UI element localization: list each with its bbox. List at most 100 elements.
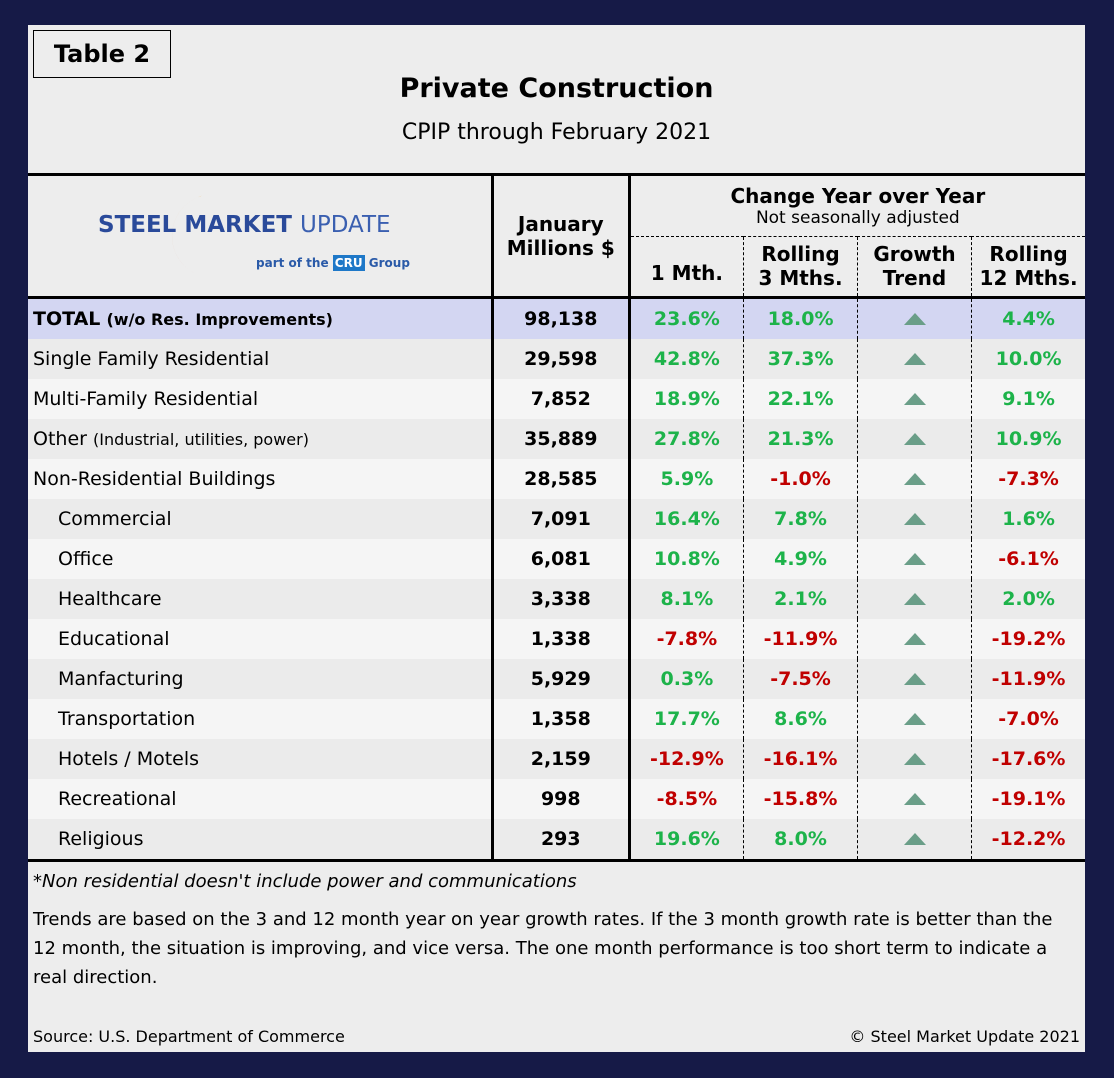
trend-cell bbox=[856, 739, 972, 779]
trend-cell bbox=[856, 539, 972, 579]
row-label: Healthcare bbox=[28, 579, 493, 619]
trend-cell bbox=[856, 819, 972, 861]
header-text: 1 Mth. bbox=[650, 261, 723, 286]
table-row: Non-Residential Buildings 28,585 5.9% -1.0%… bbox=[28, 459, 1085, 499]
logo-tagline: part of the bbox=[256, 256, 329, 270]
value-3mth: 22.1% bbox=[743, 379, 858, 419]
header-text: 3 Mths. bbox=[758, 266, 843, 291]
trend-cell bbox=[856, 339, 972, 379]
value-12mth: 9.1% bbox=[971, 379, 1085, 419]
jan-value: 35,889 bbox=[490, 419, 631, 459]
header-text: Growth bbox=[873, 242, 956, 267]
value-12mth: 10.0% bbox=[971, 339, 1085, 379]
trend-up-icon bbox=[903, 553, 926, 565]
table-row: Other (Industrial, utilities, power) 35,8… bbox=[28, 419, 1085, 459]
value-3mth: -15.8% bbox=[743, 779, 858, 819]
trend-cell bbox=[856, 619, 972, 659]
value-1mth: 23.6% bbox=[629, 297, 744, 339]
value-1mth: 17.7% bbox=[629, 699, 744, 739]
footnote: *Non residential doesn't include power a… bbox=[33, 871, 577, 892]
trend-up-icon bbox=[903, 513, 926, 525]
table-row: Recreational 998 -8.5% -15.8% -19.1% bbox=[28, 779, 1085, 819]
row-label-text: Transportation bbox=[58, 708, 196, 730]
logo-text: UPDATE bbox=[300, 212, 391, 238]
jan-value: 7,091 bbox=[490, 499, 631, 539]
value-3mth: -1.0% bbox=[743, 459, 858, 499]
col-12mth: Rolling 12 Mths. bbox=[971, 236, 1085, 299]
row-label-text: Office bbox=[58, 548, 114, 570]
value-12mth: -6.1% bbox=[971, 539, 1085, 579]
trend-cell bbox=[856, 419, 972, 459]
trend-up-icon bbox=[903, 753, 926, 765]
trend-up-icon bbox=[903, 473, 926, 485]
copyright-text: © Steel Market Update 2021 bbox=[849, 1027, 1080, 1046]
trend-cell bbox=[856, 779, 972, 819]
value-1mth: 18.9% bbox=[629, 379, 744, 419]
value-12mth: -11.9% bbox=[971, 659, 1085, 699]
trend-up-icon bbox=[903, 313, 926, 325]
value-3mth: -16.1% bbox=[743, 739, 858, 779]
value-1mth: 0.3% bbox=[629, 659, 744, 699]
header-subtext: Not seasonally adjusted bbox=[755, 207, 960, 228]
page-title: Private Construction bbox=[399, 73, 714, 104]
jan-value: 3,338 bbox=[490, 579, 631, 619]
source-text: Source: U.S. Department of Commerce bbox=[33, 1027, 345, 1046]
trend-up-icon bbox=[903, 433, 926, 445]
jan-value: 998 bbox=[490, 779, 631, 819]
trend-cell bbox=[856, 659, 972, 699]
row-label: Hotels / Motels bbox=[28, 739, 493, 779]
value-3mth: 37.3% bbox=[743, 339, 858, 379]
jan-value: 1,358 bbox=[490, 699, 631, 739]
value-12mth: -19.1% bbox=[971, 779, 1085, 819]
value-1mth: 27.8% bbox=[629, 419, 744, 459]
header-text: January bbox=[517, 212, 604, 236]
value-1mth: 19.6% bbox=[629, 819, 744, 861]
header-text: Rolling bbox=[761, 242, 840, 267]
value-12mth: 10.9% bbox=[971, 419, 1085, 459]
value-3mth: -7.5% bbox=[743, 659, 858, 699]
table-row: Healthcare 3,338 8.1% 2.1% 2.0% bbox=[28, 579, 1085, 619]
trend-up-icon bbox=[903, 833, 926, 845]
trend-cell bbox=[856, 499, 972, 539]
col-trend: Growth Trend bbox=[856, 236, 972, 299]
trend-cell bbox=[856, 699, 972, 739]
explanation-text: Trends are based on the 3 and 12 month y… bbox=[33, 909, 1053, 988]
value-3mth: 21.3% bbox=[743, 419, 858, 459]
table-row: Educational 1,338 -7.8% -11.9% -19.2% bbox=[28, 619, 1085, 659]
table-row: Office 6,081 10.8% 4.9% -6.1% bbox=[28, 539, 1085, 579]
row-label: Religious bbox=[28, 819, 493, 861]
jan-value: 2,159 bbox=[490, 739, 631, 779]
trend-up-icon bbox=[903, 673, 926, 685]
value-12mth: -19.2% bbox=[971, 619, 1085, 659]
logo-mark: CRU bbox=[332, 255, 365, 271]
value-1mth: 8.1% bbox=[629, 579, 744, 619]
table-row: Religious 293 19.6% 8.0% -12.2% bbox=[28, 819, 1085, 861]
value-1mth: -7.8% bbox=[629, 619, 744, 659]
logo-text: MARKET bbox=[184, 212, 292, 238]
value-12mth: 1.6% bbox=[971, 499, 1085, 539]
row-label: Recreational bbox=[28, 779, 493, 819]
value-3mth: 2.1% bbox=[743, 579, 858, 619]
value-1mth: -12.9% bbox=[629, 739, 744, 779]
row-label-text: Healthcare bbox=[58, 588, 162, 610]
value-12mth: 2.0% bbox=[971, 579, 1085, 619]
value-3mth: 8.6% bbox=[743, 699, 858, 739]
row-label: Other (Industrial, utilities, power) bbox=[28, 419, 493, 459]
row-label-text: Religious bbox=[58, 828, 144, 850]
value-3mth: 7.8% bbox=[743, 499, 858, 539]
jan-value: 29,598 bbox=[490, 339, 631, 379]
value-3mth: 18.0% bbox=[743, 297, 858, 339]
header-text: Rolling bbox=[989, 242, 1068, 267]
value-1mth: -8.5% bbox=[629, 779, 744, 819]
header-text: 12 Mths. bbox=[979, 266, 1078, 291]
row-label: TOTAL (w/o Res. Improvements) bbox=[28, 297, 493, 339]
table-row: Transportation 1,358 17.7% 8.6% -7.0% bbox=[28, 699, 1085, 739]
table-row: TOTAL (w/o Res. Improvements) 98,138 23.6%… bbox=[28, 297, 1085, 339]
row-label-text: Other bbox=[33, 428, 87, 450]
value-12mth: -12.2% bbox=[971, 819, 1085, 861]
trend-up-icon bbox=[903, 593, 926, 605]
jan-value: 5,929 bbox=[490, 659, 631, 699]
row-label-note: (w/o Res. Improvements) bbox=[106, 310, 333, 329]
row-label: Single Family Residential bbox=[28, 339, 493, 379]
trend-cell bbox=[856, 459, 972, 499]
